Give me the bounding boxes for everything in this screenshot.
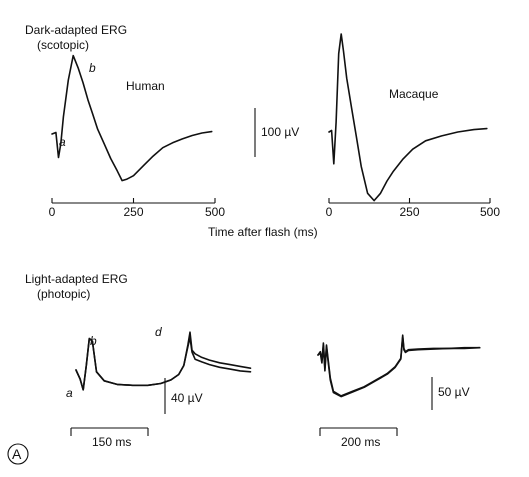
x-tick-label: 500 xyxy=(480,205,500,219)
x-tick-label: 500 xyxy=(205,205,225,219)
light-title-line2: (photopic) xyxy=(37,287,90,301)
panel-label-circle xyxy=(7,443,29,465)
dark-title-line1: Dark-adapted ERG xyxy=(25,23,127,37)
x-axis-label: Time after flash (ms) xyxy=(208,225,318,239)
scale-bar-40uv-label: 40 µV xyxy=(171,391,203,405)
light-trace xyxy=(75,331,252,391)
light-title-line1: Light-adapted ERG xyxy=(25,272,128,286)
time-bar-200ms xyxy=(319,427,398,436)
trace-human xyxy=(51,54,213,182)
time-bar-150ms-label: 150 ms xyxy=(92,435,131,449)
wave-label-b-dark: b xyxy=(89,61,96,75)
light-trace xyxy=(317,336,481,398)
panel-label: A xyxy=(12,446,22,462)
x-axis-macaque: 0 250 500 xyxy=(326,198,500,219)
light-traces-left xyxy=(75,331,252,391)
x-axis-human: 0 250 500 xyxy=(49,198,225,219)
x-tick-label: 250 xyxy=(399,205,419,219)
light-trace xyxy=(75,336,252,391)
series-label-human: Human xyxy=(126,79,165,93)
trace-macaque xyxy=(328,33,488,202)
time-bar-200ms-label: 200 ms xyxy=(341,435,380,449)
wave-label-a-dark: a xyxy=(59,135,66,149)
wave-label-a-light: a xyxy=(66,386,73,400)
wave-label-b-light: b xyxy=(90,334,97,348)
time-bar-150ms xyxy=(70,427,149,436)
x-tick-label: 0 xyxy=(49,205,56,219)
wave-label-d-light: d xyxy=(155,325,162,339)
series-label-macaque: Macaque xyxy=(389,87,439,101)
x-tick-label: 250 xyxy=(123,205,143,219)
scale-bar-50uv-label: 50 µV xyxy=(438,385,470,399)
dark-title-line2: (scotopic) xyxy=(37,38,89,52)
x-tick-label: 0 xyxy=(326,205,333,219)
light-traces-right xyxy=(317,334,481,398)
scale-bar-100uv-label: 100 µV xyxy=(261,125,299,139)
